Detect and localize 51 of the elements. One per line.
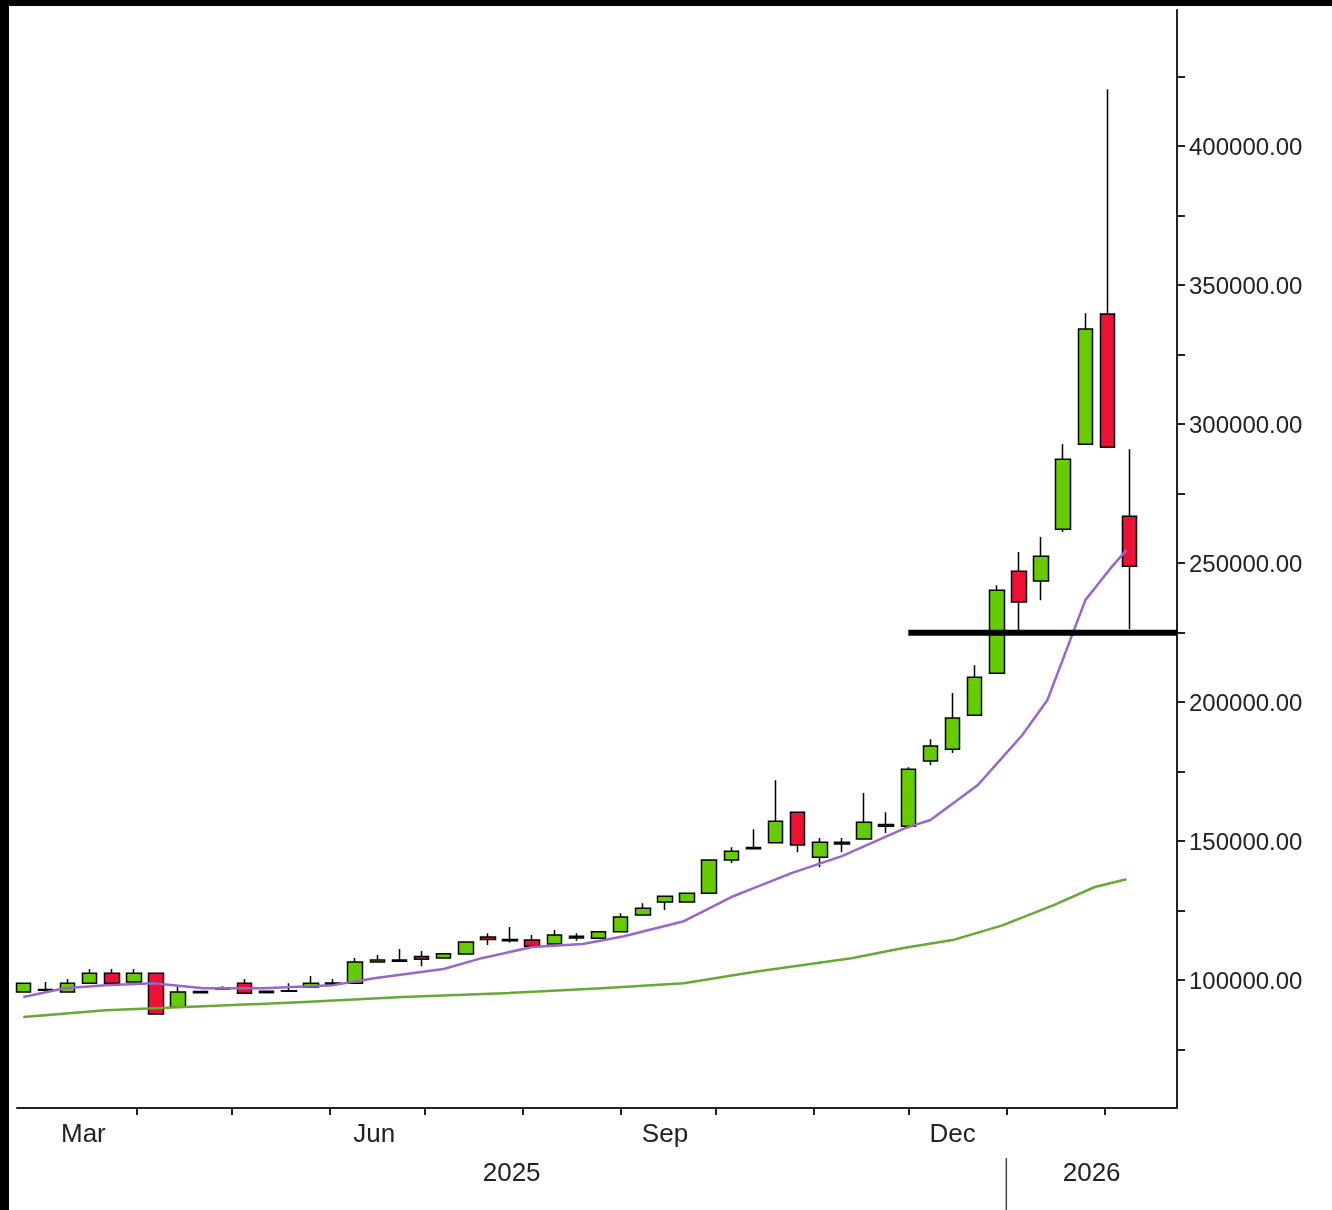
candlestick	[15, 982, 32, 993]
line-series	[22, 877, 1128, 1019]
candlestick	[634, 902, 652, 916]
line-series	[22, 548, 1128, 999]
y-tick-label: 400000.00	[1189, 132, 1303, 160]
y-tick-label: 150000.00	[1189, 827, 1303, 855]
candlestick	[723, 846, 740, 864]
candlestick	[678, 892, 696, 903]
candlestick	[833, 837, 851, 854]
text: 2025	[482, 1157, 541, 1187]
candlestick	[900, 766, 917, 827]
candlestick	[877, 811, 895, 834]
candlestick	[457, 941, 475, 955]
candlestick	[966, 664, 983, 716]
candlestick	[612, 912, 629, 933]
y-tick-label: 350000.00	[1189, 271, 1303, 299]
candlestick	[767, 779, 784, 844]
text: 2026	[1062, 1157, 1121, 1187]
y-tick-label: 100000.00	[1189, 966, 1303, 994]
y-tick-label: 300000.00	[1189, 410, 1303, 438]
candlestick	[745, 828, 762, 850]
candlestick	[1054, 443, 1072, 533]
candlestick	[855, 792, 873, 840]
candlestick	[811, 837, 829, 869]
candlestick	[369, 954, 386, 963]
candlestick	[546, 929, 563, 945]
candlestick	[789, 811, 806, 854]
candlestick	[523, 934, 541, 947]
x-tick-label: Jun	[353, 1118, 396, 1148]
y-tick-label: 200000.00	[1189, 688, 1303, 716]
y-tick-label: 250000.00	[1189, 549, 1303, 577]
candlestick	[391, 948, 408, 963]
candlestick	[1077, 312, 1094, 445]
candlestick	[435, 952, 452, 959]
candlestick	[125, 968, 143, 983]
candlestick	[81, 968, 98, 984]
x-tick-label: Sep	[641, 1118, 689, 1148]
candlestick	[479, 932, 497, 946]
candlestick	[700, 859, 718, 894]
candlestick	[280, 982, 298, 992]
candlestick	[944, 692, 961, 754]
candlestick	[922, 738, 939, 767]
candlestick	[656, 895, 674, 911]
candlestick	[590, 931, 607, 939]
candlestick	[413, 950, 430, 967]
x-tick-label: Dec	[929, 1118, 976, 1148]
candlestick	[1099, 88, 1116, 448]
x-tick-label: Mar	[60, 1118, 107, 1148]
candlestick	[103, 968, 121, 984]
candlestick	[568, 932, 585, 942]
candlestick	[1032, 536, 1050, 601]
